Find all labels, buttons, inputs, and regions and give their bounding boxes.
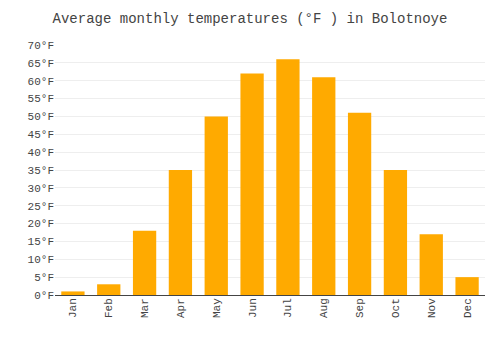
svg-text:Aug: Aug: [318, 298, 330, 318]
svg-text:40°F: 40°F: [28, 147, 54, 159]
svg-text:Jun: Jun: [247, 298, 259, 318]
svg-text:60°F: 60°F: [28, 76, 54, 88]
svg-text:Mar: Mar: [139, 298, 151, 318]
svg-text:Feb: Feb: [103, 298, 115, 318]
svg-text:45°F: 45°F: [28, 129, 54, 141]
svg-text:35°F: 35°F: [28, 165, 54, 177]
svg-text:10°F: 10°F: [28, 254, 54, 266]
svg-text:Jan: Jan: [67, 298, 79, 318]
svg-text:20°F: 20°F: [28, 218, 54, 230]
svg-text:25°F: 25°F: [28, 201, 54, 213]
svg-text:Sep: Sep: [354, 298, 366, 318]
svg-text:15°F: 15°F: [28, 236, 54, 248]
svg-text:50°F: 50°F: [28, 111, 54, 123]
svg-text:Nov: Nov: [426, 298, 438, 318]
svg-text:0°F: 0°F: [34, 290, 54, 302]
svg-text:65°F: 65°F: [28, 58, 54, 70]
svg-text:30°F: 30°F: [28, 183, 54, 195]
svg-text:May: May: [211, 298, 223, 318]
svg-text:Dec: Dec: [462, 298, 474, 318]
svg-text:Oct: Oct: [390, 298, 402, 318]
svg-text:55°F: 55°F: [28, 93, 54, 105]
svg-text:Average monthly temperatures (: Average monthly temperatures (°F ) in Bo…: [53, 11, 448, 27]
svg-text:Jul: Jul: [282, 298, 294, 318]
svg-text:70°F: 70°F: [28, 40, 54, 52]
svg-text:Apr: Apr: [175, 298, 187, 318]
svg-text:5°F: 5°F: [34, 272, 54, 284]
